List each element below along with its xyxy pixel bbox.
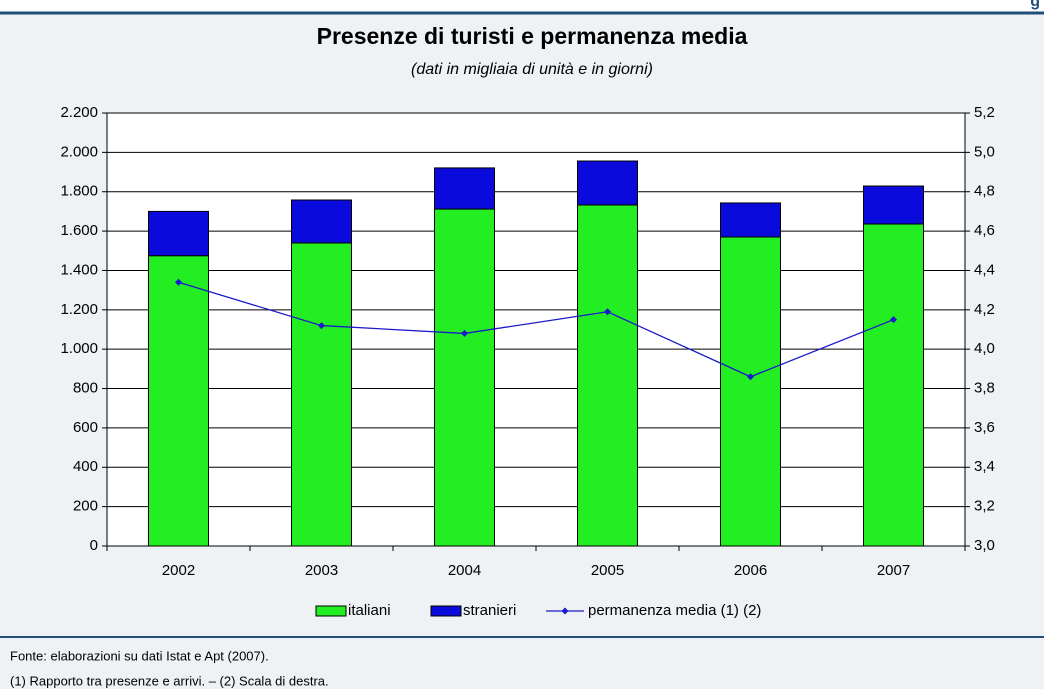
bar (434, 167, 495, 210)
chart-title: Presenze di turisti e permanenza media (317, 23, 748, 49)
legend-marker (561, 607, 569, 615)
y-tick-label: 1.600 (60, 222, 98, 239)
y2-tick-label: 4,2 (974, 301, 995, 318)
y-tick-label: 600 (73, 419, 98, 436)
y-tick-label: 0 (90, 537, 98, 554)
x-tick-label: 2003 (305, 562, 338, 579)
bar (863, 223, 924, 547)
y2-tick-label: 3,6 (974, 419, 995, 436)
y2-tick-label: 5,0 (974, 143, 995, 160)
bar (291, 242, 352, 547)
chart-subtitle: (dati in migliaia di unità e in giorni) (411, 61, 653, 78)
y2-tick-label: 5,2 (974, 104, 995, 121)
y-tick-label: 1.400 (60, 261, 98, 278)
x-tick-label: 2005 (591, 562, 624, 579)
line-marker (604, 308, 611, 316)
bar (720, 236, 781, 547)
bar (434, 208, 495, 547)
bar (148, 255, 209, 547)
plot-area (107, 113, 965, 546)
y2-tick-label: 4,6 (974, 222, 995, 239)
y-tick-label: 2.000 (60, 143, 98, 160)
y2-tick-label: 3,8 (974, 380, 995, 397)
x-tick-label: 2004 (448, 562, 481, 579)
bar (577, 204, 638, 547)
x-tick-label: 2006 (734, 562, 767, 579)
top-band (0, 0, 1044, 12)
bar (863, 185, 924, 225)
y-tick-label: 800 (73, 380, 98, 397)
x-tick-label: 2007 (877, 562, 910, 579)
legend-label: italiani (348, 602, 391, 619)
note: (1) Rapporto tra presenze e arrivi. – (2… (10, 673, 329, 688)
y2-tick-label: 3,2 (974, 498, 995, 515)
y-tick-label: 1.800 (60, 183, 98, 200)
y-tick-label: 1.200 (60, 301, 98, 318)
line (178, 281, 894, 378)
y-tick-label: 400 (73, 458, 98, 475)
y-tick-label: 2.200 (60, 104, 98, 121)
x-tick-label: 2002 (162, 562, 195, 579)
y2-tick-label: 4,0 (974, 340, 995, 357)
y2-tick-label: 4,4 (974, 261, 995, 278)
line-marker (318, 322, 325, 330)
y-tick-label: 200 (73, 498, 98, 515)
bar (720, 202, 781, 238)
line-marker (890, 316, 897, 324)
note: Fonte: elaborazioni su dati Istat e Apt … (10, 648, 269, 663)
line-marker (747, 373, 754, 381)
header-fragment: g (1030, 0, 1040, 10)
legend-swatch (430, 605, 462, 617)
y2-tick-label: 3,0 (974, 537, 995, 554)
bar (148, 210, 209, 257)
y2-tick-label: 3,4 (974, 458, 995, 475)
y-tick-label: 1.000 (60, 340, 98, 357)
line-marker (461, 329, 468, 337)
bar (577, 160, 638, 206)
y2-tick-label: 4,8 (974, 183, 995, 200)
legend-swatch (315, 605, 347, 617)
line-marker (175, 278, 182, 286)
legend-label: stranieri (463, 602, 516, 619)
plot-border (106, 112, 966, 547)
bar (291, 199, 352, 244)
legend-label: permanenza media (1) (2) (588, 602, 761, 619)
